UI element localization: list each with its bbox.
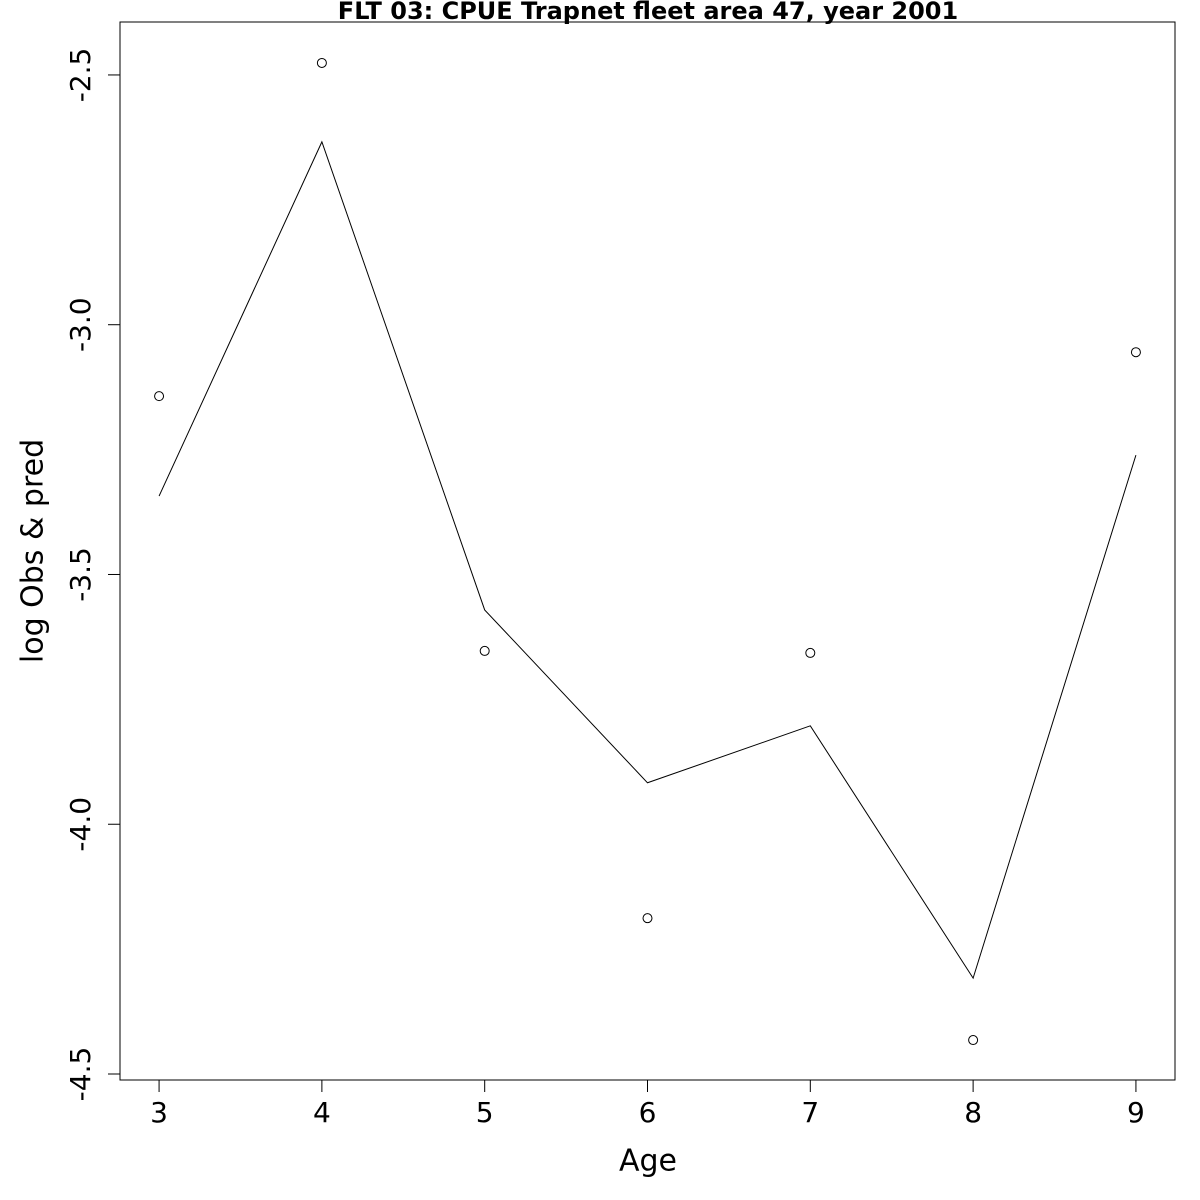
x-tick-label: 7 — [801, 1096, 819, 1129]
obs-point — [968, 1035, 979, 1046]
y-tick-label: -4.0 — [64, 797, 97, 852]
pred-line — [158, 140, 1137, 980]
y-tick-label: -3.5 — [64, 547, 97, 602]
y-tick-label: -4.5 — [64, 1047, 97, 1102]
x-tick-label: 5 — [476, 1096, 494, 1129]
x-tick-label: 9 — [1127, 1096, 1145, 1129]
obs-point — [1130, 347, 1141, 358]
x-tick-label: 8 — [964, 1096, 982, 1129]
x-axis-label: Age — [619, 1144, 677, 1179]
y-tick-label: -3.0 — [64, 297, 97, 352]
x-tick-label: 3 — [150, 1096, 168, 1129]
obs-point — [316, 57, 327, 68]
x-tick-label: 6 — [639, 1096, 657, 1129]
obs-point — [479, 645, 490, 656]
plot-frame — [119, 21, 1176, 1081]
x-tick-label: 4 — [313, 1096, 331, 1129]
chart-title: FLT 03: CPUE Trapnet fleet area 47, year… — [338, 0, 958, 25]
obs-point — [154, 391, 165, 402]
obs-point — [805, 647, 816, 658]
y-tick-label: -2.5 — [64, 48, 97, 103]
y-axis-label: log Obs & pred — [16, 439, 51, 663]
obs-point — [642, 913, 653, 924]
